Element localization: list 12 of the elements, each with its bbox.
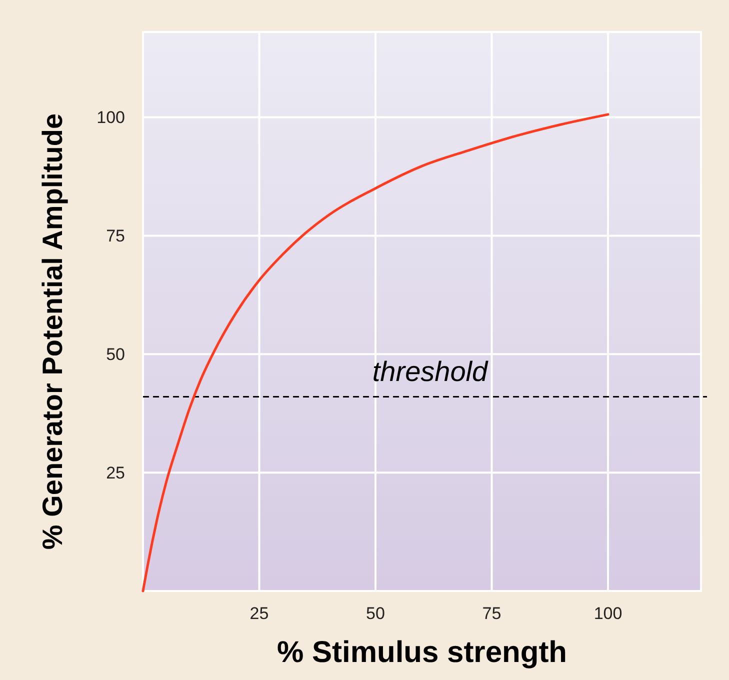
x-tick-label: 25 — [250, 604, 269, 623]
x-tick-label: 50 — [366, 604, 385, 623]
x-tick-label: 100 — [594, 604, 622, 623]
x-axis-title: % Stimulus strength — [276, 636, 568, 669]
y-tick-label: 75 — [106, 226, 125, 246]
x-tick-label: 75 — [482, 604, 502, 623]
y-tick-label: 50 — [106, 345, 125, 364]
y-tick-label: 25 — [106, 464, 125, 483]
y-tick-label: 100 — [96, 108, 125, 128]
line-series — [142, 113, 610, 592]
y-axis-title: % Generator Potential Amplitude — [37, 113, 68, 550]
ref-line-label: threshold — [372, 356, 490, 387]
